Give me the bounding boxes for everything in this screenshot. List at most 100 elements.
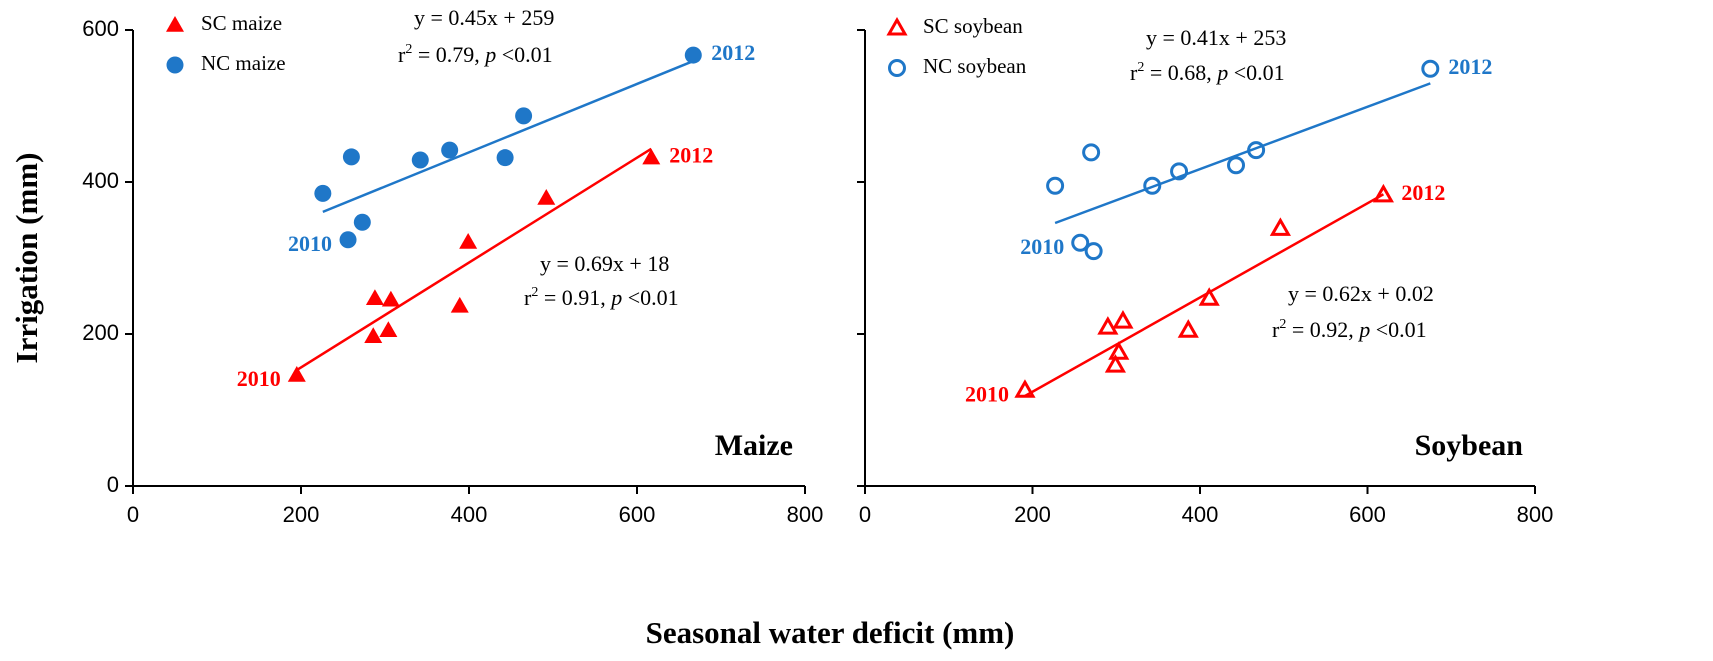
point-label: 2012 (1448, 54, 1492, 79)
point (684, 46, 702, 64)
point (496, 149, 514, 167)
point (1372, 183, 1394, 203)
r-squared-part: p (1357, 317, 1370, 342)
legend-marker (166, 56, 184, 74)
r-squared: r2 = 0.91, p <0.01 (524, 285, 679, 310)
point (1112, 310, 1134, 329)
y-axis-title: Irrigation (mm) (9, 153, 44, 364)
x-tick-label: 600 (619, 502, 656, 527)
point (1082, 143, 1101, 162)
point (1170, 162, 1189, 181)
point-label: 2010 (237, 366, 281, 391)
point (450, 296, 469, 313)
r-squared-part: 2 (405, 42, 412, 57)
r-squared-part: r (524, 285, 532, 310)
point (364, 327, 383, 344)
point (1143, 176, 1162, 195)
point (1084, 242, 1103, 261)
x-tick-label: 600 (1349, 502, 1386, 527)
x-tick-label: 200 (283, 502, 320, 527)
point-label: 2012 (1401, 180, 1445, 205)
point (1421, 59, 1440, 78)
x-tick-label: 800 (787, 502, 824, 527)
point (515, 107, 533, 125)
r-squared-part: 2 (531, 285, 538, 300)
panel-title: Soybean (1415, 429, 1524, 462)
point-label: 2010 (288, 231, 332, 256)
point (1046, 176, 1065, 195)
point (1104, 354, 1126, 373)
x-tick-label: 0 (859, 502, 871, 527)
r-squared-part: p (483, 42, 496, 67)
r-squared: r2 = 0.92, p <0.01 (1272, 317, 1427, 342)
trend-line (296, 147, 652, 372)
r-squared-part: <0.01 (622, 285, 678, 310)
legend-label: SC soybean (923, 14, 1023, 38)
x-tick-label: 0 (127, 502, 139, 527)
point-label: 2012 (711, 40, 755, 65)
x-tick-label: 400 (1182, 502, 1219, 527)
point (342, 148, 360, 166)
point (1071, 233, 1090, 252)
equation: y = 0.69x + 18 (540, 251, 669, 276)
point (1269, 217, 1291, 236)
x-axis-title: Seasonal water deficit (mm) (646, 615, 1015, 650)
r-squared-part: p (609, 285, 622, 310)
r-squared-part: = 0.91, (538, 285, 611, 310)
legend-marker (888, 59, 906, 77)
point (459, 233, 478, 249)
x-tick-label: 200 (1014, 502, 1051, 527)
trend-line (1024, 193, 1385, 398)
legend-label: SC maize (201, 11, 282, 35)
legend-label: NC maize (201, 51, 286, 75)
r-squared-part: = 0.68, (1144, 60, 1217, 85)
equation: y = 0.62x + 0.02 (1288, 281, 1434, 306)
point (1108, 341, 1130, 360)
point (537, 188, 556, 205)
point (1097, 316, 1119, 335)
r-squared-part: p (1215, 60, 1228, 85)
point (1198, 287, 1220, 306)
legend-marker (166, 16, 184, 32)
r-squared: r2 = 0.68, p <0.01 (1130, 60, 1285, 85)
trend-line (322, 59, 694, 214)
point (411, 151, 429, 169)
r-squared-part: <0.01 (1370, 317, 1426, 342)
equation: y = 0.45x + 259 (414, 5, 554, 30)
point (1014, 379, 1036, 398)
legend-marker (886, 16, 908, 36)
y-tick-label: 0 (107, 472, 119, 497)
r-squared-part: 2 (1137, 60, 1144, 75)
r-squared-part: = 0.92, (1286, 317, 1359, 342)
r-squared-part: <0.01 (496, 42, 552, 67)
y-tick-label: 200 (82, 320, 119, 345)
point (339, 231, 357, 249)
equation: y = 0.41x + 253 (1146, 25, 1286, 50)
point (1247, 141, 1266, 160)
r-squared-part: 2 (1279, 317, 1286, 332)
point-label: 2012 (669, 143, 713, 168)
point (314, 184, 332, 202)
r-squared-part: r (398, 42, 406, 67)
trend-line (1054, 82, 1431, 225)
r-squared: r2 = 0.79, p <0.01 (398, 42, 553, 67)
point (379, 321, 398, 337)
r-squared-part: r (1272, 317, 1280, 342)
point-label: 2010 (965, 381, 1009, 406)
point (287, 366, 306, 382)
point (1227, 156, 1246, 175)
x-tick-label: 800 (1517, 502, 1554, 527)
point (381, 290, 400, 307)
point (353, 213, 371, 231)
x-tick-label: 400 (451, 502, 488, 527)
y-tick-label: 600 (82, 16, 119, 41)
y-tick-label: 400 (82, 168, 119, 193)
r-squared-part: <0.01 (1228, 60, 1284, 85)
point (365, 289, 384, 306)
point (642, 148, 661, 165)
r-squared-part: = 0.79, (412, 42, 485, 67)
r-squared-part: r (1130, 60, 1138, 85)
panel-title: Maize (715, 429, 793, 462)
legend-label: NC soybean (923, 54, 1027, 78)
